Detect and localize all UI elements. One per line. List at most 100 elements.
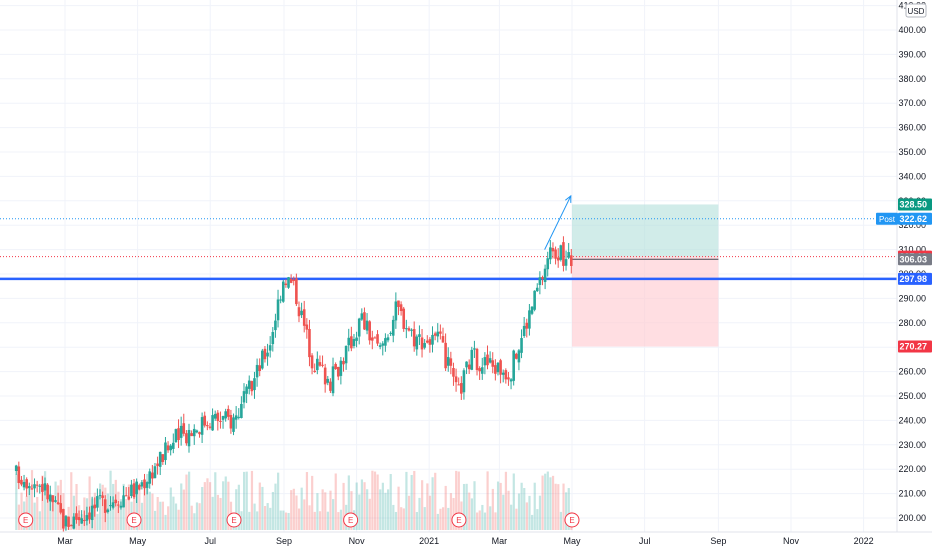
candle-body	[77, 517, 81, 521]
candle	[98, 489, 102, 500]
candle-body	[391, 319, 395, 336]
loss-zone[interactable]	[572, 256, 719, 347]
volume-bar	[203, 482, 206, 530]
volume-bar	[38, 511, 41, 530]
price-axis[interactable]: 200.00 210.00 220.00 230.00 240.00 250.00 260.…	[896, 0, 932, 550]
candle-body	[281, 281, 285, 302]
candle-body	[177, 428, 180, 441]
volume-bar	[185, 474, 188, 530]
candle	[313, 363, 316, 373]
volume-bar	[256, 511, 259, 530]
volume-bar	[410, 474, 413, 530]
candle-body	[67, 516, 70, 527]
candle	[567, 243, 570, 260]
candle	[541, 275, 544, 286]
earnings-marker[interactable]: E	[343, 512, 359, 528]
candle	[425, 335, 429, 344]
candle-body	[59, 503, 63, 513]
x-tick-label: 2022	[854, 536, 874, 546]
volume-bar	[88, 476, 91, 530]
candle	[446, 347, 450, 372]
volume-bar	[201, 487, 204, 530]
trend-arrow[interactable]	[544, 194, 572, 250]
volume-bar	[397, 486, 400, 530]
candle	[376, 330, 379, 346]
volume-bar	[227, 481, 230, 530]
volume-bar	[502, 494, 505, 530]
candle	[475, 347, 479, 376]
volume-bar	[211, 496, 214, 530]
candle	[224, 408, 227, 422]
earnings-marker-label: E	[456, 516, 461, 525]
candle	[234, 406, 238, 429]
candle	[462, 368, 466, 400]
candle	[271, 327, 275, 352]
x-tick-label: May	[563, 536, 581, 546]
y-tick-label: 350.00	[898, 147, 926, 157]
candle-body	[130, 484, 133, 497]
candle	[496, 362, 500, 376]
earnings-marker[interactable]: E	[564, 512, 580, 528]
volume-bar	[447, 507, 450, 530]
candle-body	[449, 358, 453, 366]
candle	[137, 483, 141, 491]
candle	[67, 516, 70, 530]
candle	[20, 475, 23, 487]
candle-body	[213, 413, 217, 419]
volume-bar	[159, 501, 162, 530]
candle	[90, 496, 94, 529]
candle-body	[172, 442, 175, 449]
candle	[402, 306, 406, 332]
earnings-marker[interactable]: E	[451, 512, 467, 528]
volume-bar	[313, 511, 316, 530]
candle	[287, 276, 290, 289]
candle	[151, 464, 154, 486]
volume-bar	[279, 510, 282, 530]
candle-body	[56, 502, 60, 504]
candle	[203, 411, 207, 428]
candle-body	[363, 312, 366, 330]
volume-bar	[250, 470, 254, 530]
candle	[30, 484, 34, 490]
volume-bar	[517, 493, 521, 530]
candle-body	[551, 248, 555, 252]
volume-bar	[101, 484, 104, 530]
candle-body	[208, 426, 212, 428]
candle-body	[80, 518, 83, 524]
candle-body	[423, 343, 426, 348]
volume-bar	[72, 495, 76, 530]
candle-body	[69, 525, 73, 527]
volume-bar	[33, 502, 36, 530]
trend-arrow-shaft[interactable]	[544, 195, 572, 250]
time-axis[interactable]: Mar May Jul Sep Nov 2021 Mar May Jul Sep Nov 2022	[0, 531, 932, 550]
candle	[499, 358, 502, 384]
volume-bar	[407, 495, 411, 530]
candle	[449, 351, 453, 375]
currency-badge[interactable]: USD	[905, 3, 927, 18]
candle	[46, 483, 49, 503]
earnings-marker[interactable]: E	[126, 512, 142, 528]
earnings-marker[interactable]: E	[226, 512, 242, 528]
volume-bar	[119, 499, 123, 530]
candle	[491, 352, 495, 374]
candle	[407, 326, 411, 332]
candle	[276, 289, 280, 328]
candle-body	[30, 488, 34, 490]
candle-body	[62, 509, 65, 529]
candle	[182, 413, 186, 437]
candle-body	[504, 370, 508, 380]
volume-bar	[334, 473, 337, 530]
candle-body	[255, 364, 259, 378]
profit-zone[interactable]	[572, 204, 719, 257]
volume-bar	[206, 478, 209, 530]
volume-bar	[96, 513, 99, 530]
earnings-marker[interactable]: E	[18, 512, 34, 528]
candle	[478, 366, 481, 380]
candle-body	[313, 370, 316, 372]
candle	[512, 349, 515, 386]
candle-body	[234, 415, 238, 420]
candle	[43, 477, 47, 496]
volume-bar	[541, 475, 544, 530]
candles	[14, 236, 573, 538]
